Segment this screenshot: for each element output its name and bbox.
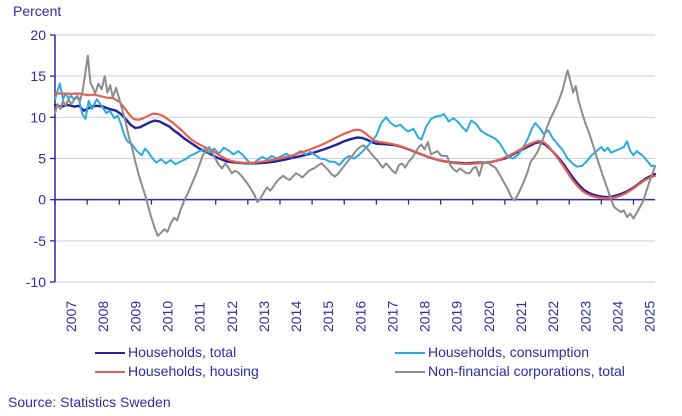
legend-item-households-housing: Households, housing [95,362,395,381]
legend-label: Households, housing [128,363,259,379]
households-housing-line-swatch [95,370,125,373]
households-consumption-line-swatch [395,351,425,354]
svg-text:15: 15 [30,68,46,84]
svg-text:2017: 2017 [384,301,400,332]
svg-text:2007: 2007 [63,301,79,332]
legend-label: Non-financial corporations, total [428,363,625,379]
svg-text:2012: 2012 [224,301,240,332]
svg-text:2021: 2021 [513,301,529,332]
legend: Households, total Households, consumptio… [95,343,625,381]
svg-text:2018: 2018 [417,301,433,332]
svg-text:2022: 2022 [545,301,561,332]
svg-text:2019: 2019 [449,301,465,332]
svg-text:2016: 2016 [352,301,368,332]
svg-text:2023: 2023 [577,301,593,332]
source-note: Source: Statistics Sweden [8,394,171,410]
households-total-line-swatch [95,351,125,354]
svg-text:20: 20 [30,27,46,43]
svg-text:2013: 2013 [256,301,272,332]
svg-text:-10: -10 [26,274,46,290]
svg-text:2025: 2025 [642,301,658,332]
y-axis-title: Percent [13,3,62,19]
legend-item-households-consumption: Households, consumption [395,343,625,362]
svg-text:2009: 2009 [127,301,143,332]
svg-text:0: 0 [38,192,46,208]
svg-text:2020: 2020 [481,301,497,332]
svg-text:2010: 2010 [159,301,175,332]
legend-label: Households, consumption [428,344,590,360]
svg-text:-5: -5 [34,233,47,249]
nonfinancial-corporations-line-swatch [395,370,425,373]
svg-text:2015: 2015 [320,301,336,332]
svg-text:2014: 2014 [288,301,304,332]
svg-text:2011: 2011 [192,302,208,332]
svg-text:2008: 2008 [95,301,111,332]
svg-text:10: 10 [30,109,46,125]
legend-item-households-total: Households, total [95,343,395,362]
legend-label: Households, total [128,344,237,360]
svg-text:2024: 2024 [609,301,625,332]
legend-item-nonfinancial-corporations: Non-financial corporations, total [395,362,625,381]
svg-text:5: 5 [38,151,46,167]
